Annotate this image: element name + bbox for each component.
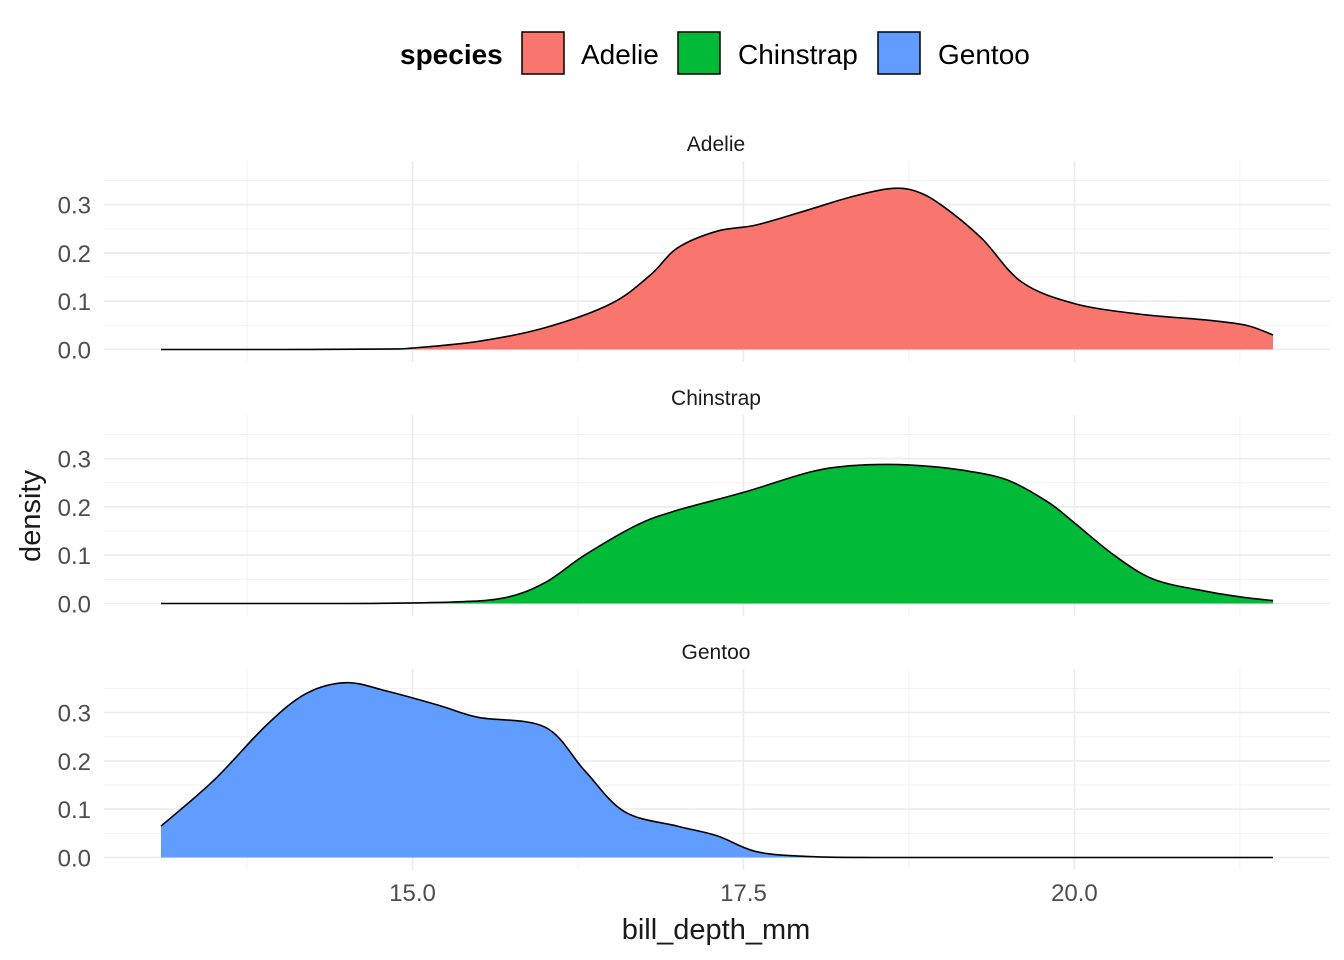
legend-label-gentoo: Gentoo bbox=[938, 39, 1030, 70]
y-tick-label: 0.3 bbox=[58, 701, 91, 728]
y-tick-label: 0.1 bbox=[58, 289, 91, 316]
density-line-adelie bbox=[161, 187, 1274, 351]
legend-title: species bbox=[400, 39, 503, 70]
y-tick-label: 0.1 bbox=[58, 797, 91, 824]
x-axis-title: bill_depth_mm bbox=[622, 914, 811, 946]
y-tick-label: 0.2 bbox=[58, 495, 91, 522]
density-line-gentoo bbox=[160, 681, 1273, 859]
density-line-chinstrap bbox=[161, 463, 1274, 605]
legend-item-chinstrap: Chinstrap bbox=[677, 31, 858, 75]
y-tick-label: 0.0 bbox=[58, 846, 91, 873]
strip-label-chinstrap: Chinstrap bbox=[671, 387, 761, 410]
x-axis-ticks: 15.0 17.5 20.0 bbox=[389, 880, 1098, 907]
strip-label-gentoo: Gentoo bbox=[682, 641, 751, 664]
y-tick-label: 0.3 bbox=[58, 193, 91, 220]
x-tick-label: 17.5 bbox=[720, 880, 767, 907]
legend-label-adelie: Adelie bbox=[581, 39, 659, 70]
density-area-gentoo bbox=[161, 682, 1273, 858]
legend-item-gentoo: Gentoo bbox=[877, 31, 1030, 75]
legend: species Adelie Chinstrap Gentoo bbox=[400, 31, 1030, 75]
y-tick-label: 0.3 bbox=[58, 447, 91, 474]
density-area-adelie bbox=[161, 188, 1273, 350]
density-area-chinstrap bbox=[161, 464, 1273, 604]
facet-panel-adelie: Adelie 0.0 0.1 0.2 0.3 bbox=[58, 133, 1330, 365]
y-tick-label: 0.2 bbox=[58, 241, 91, 268]
legend-key-gentoo bbox=[877, 31, 921, 75]
x-tick-label: 20.0 bbox=[1051, 880, 1098, 907]
y-tick-label: 0.0 bbox=[58, 592, 91, 619]
legend-item-adelie: Adelie bbox=[521, 31, 659, 75]
y-axis-title: density bbox=[15, 470, 47, 562]
facet-panel-chinstrap: Chinstrap 0.0 0.1 0.2 0.3 bbox=[58, 387, 1330, 619]
legend-key-chinstrap bbox=[677, 31, 721, 75]
legend-label-chinstrap: Chinstrap bbox=[738, 39, 858, 70]
x-tick-label: 15.0 bbox=[389, 880, 436, 907]
y-tick-label: 0.2 bbox=[58, 749, 91, 776]
y-tick-label: 0.0 bbox=[58, 338, 91, 365]
y-tick-label: 0.1 bbox=[58, 543, 91, 570]
strip-label-adelie: Adelie bbox=[687, 133, 745, 156]
facet-panel-gentoo: Gentoo 0.0 0.1 0.2 0.3 bbox=[58, 641, 1330, 873]
legend-key-adelie bbox=[521, 31, 565, 75]
